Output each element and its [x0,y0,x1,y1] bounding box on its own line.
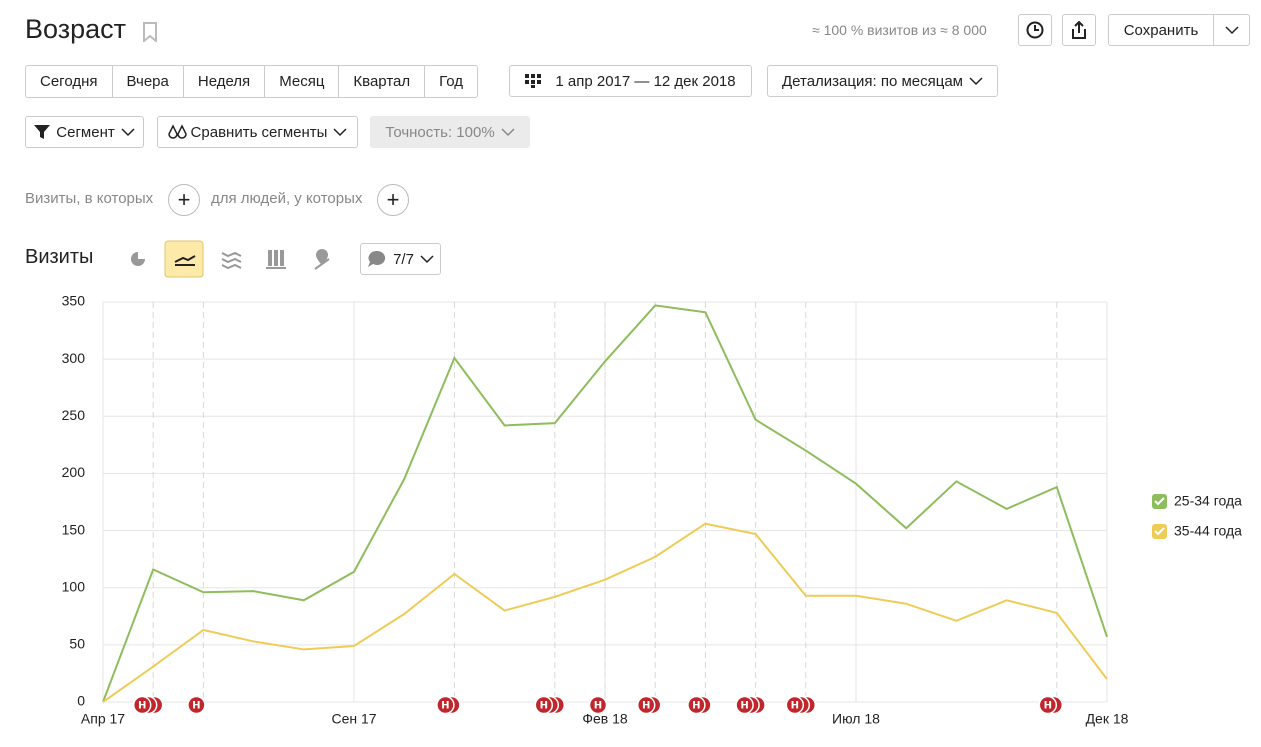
x-tick-label: Июл 18 [832,711,880,727]
annotations-count: 7/7 [393,250,414,268]
annotations-toggle[interactable]: 7/7 [360,243,441,275]
series-line [102,304,1108,703]
annotation-label: н [642,696,650,712]
compare-button[interactable]: Сравнить сегменты [157,116,358,148]
filter-people: для людей, у которых [211,190,363,207]
coverage: ≈ 100 % визитов из ≈ 8 000 [812,22,987,38]
annotation-label: н [791,696,799,712]
annotation-marker [1038,695,1058,715]
annotation-marker [687,695,706,715]
accuracy-text: Точность: 100% [385,123,495,141]
y-tick-label: 150 [62,521,86,537]
add-people-filter[interactable]: + [377,184,409,216]
annotation-marker [588,695,608,715]
segment-button[interactable]: Сегмент [25,116,144,148]
period-button[interactable]: Неделя [184,66,266,97]
save-button[interactable]: Сохранить [1108,14,1214,46]
legend-check [1154,527,1165,536]
y-tick-label: 50 [69,636,85,652]
period-button[interactable]: Сегодня [26,66,113,97]
x-tick-label: Апр 17 [81,711,125,727]
period-group: Сегодня Вчера Неделя Месяц Квартал Год [25,65,479,98]
annotation-marker [636,695,656,715]
accuracy-button[interactable]: Точность: 100% [370,116,530,148]
annotation-label: н [138,696,146,712]
annotation-marker [132,695,152,715]
y-tick-label: 200 [62,464,86,480]
chart: 0 50 100 150 200 250 300 350 Апр 17 Сен 17 Фев 18 И… [62,293,1243,727]
detail-text: Детализация: по месяцам [782,72,963,90]
annotation-label: н [692,696,700,712]
date-text: 1 апр 2017 — 12 дек 2018 [555,72,736,90]
date-range[interactable]: 1 апр 2017 — 12 дек 2018 [509,65,752,97]
annotation-label: н [192,696,200,712]
legend-label: 35-44 года [1174,523,1242,539]
annotation-label: н [1044,696,1052,712]
x-tick-label: Фев 18 [582,711,628,727]
series-line [102,522,1108,703]
metric-title: Визиты [25,246,94,268]
annotation-label: н [740,696,748,712]
export-button[interactable] [1062,14,1096,46]
y-tick-label: 300 [62,350,86,366]
annotation-marker [785,695,805,715]
period-button[interactable]: Квартал [339,66,426,97]
annotation-label: н [441,696,449,712]
period-button[interactable]: Месяц [265,66,340,97]
page-title: Возраст [25,14,126,44]
y-tick-label: 0 [77,693,85,709]
annotation-label: н [540,696,548,712]
filter-visits: Визиты, в которых [25,190,154,207]
add-visit-filter[interactable]: + [168,184,200,216]
legend-label: 25-34 года [1174,493,1242,509]
y-tick-label: 350 [62,293,86,309]
annotation-marker [735,695,754,715]
detail-dropdown[interactable]: Детализация: по месяцам [767,65,998,97]
annotation-marker [534,695,554,715]
annotation-marker [436,695,455,715]
period-button[interactable]: Год [439,73,464,90]
x-tick-label: Сен 17 [331,711,376,727]
annotation-marker [187,695,206,715]
segment-text: Сегмент [56,123,115,141]
chart-type-switcher[interactable] [125,240,345,278]
save-menu[interactable] [1213,14,1250,46]
history-button[interactable] [1018,14,1052,46]
legend-check [1154,497,1165,506]
y-tick-label: 100 [62,578,86,594]
period-button[interactable]: Вчера [113,66,184,97]
bookmark-icon[interactable] [142,22,158,42]
y-tick-label: 250 [62,407,86,423]
compare-text: Сравнить сегменты [190,123,328,141]
annotation-label: н [594,696,602,712]
x-tick-label: Дек 18 [1086,711,1129,727]
